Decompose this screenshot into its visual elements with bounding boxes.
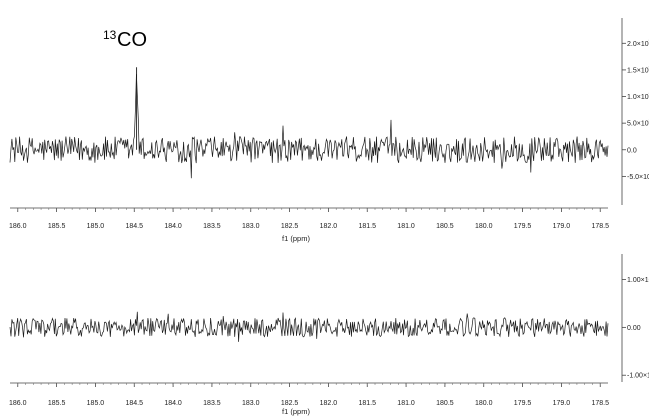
x-tick-label: 183.0 [242, 400, 260, 407]
title-isotope-superscript: 13 [103, 28, 117, 42]
x-tick-label: 184.0 [164, 400, 182, 407]
x-tick-label: 180.0 [475, 400, 493, 407]
y-tick-label: 1.5×109 [627, 65, 649, 74]
spectrum-panel-top: 186.0 185.5 185.0 184.5 184.0 183.5 183.0 182.5… [9, 18, 649, 230]
y-tick-label: 2.0×109 [627, 39, 649, 48]
spectrum-panel-bottom: 186.0 185.5 185.0 184.5 184.0 183.5 183.0 182.5… [9, 254, 649, 407]
x-tick-label: 184.5 [125, 223, 143, 230]
y-tick-label: 1.0×109 [627, 92, 649, 101]
x-tick-label: 184.0 [164, 223, 182, 230]
x-tick-label: 178.5 [591, 223, 609, 230]
x-tick-label: 185.5 [48, 223, 66, 230]
x-tick-label: 186.0 [9, 400, 27, 407]
x-tick-label: 182.0 [320, 400, 338, 407]
x-tick-label: 186.0 [9, 223, 27, 230]
x-tick-label: 182.0 [320, 223, 338, 230]
y-tick-label: 0.00 [627, 325, 641, 332]
y-tick-label: 5.0×108 [627, 119, 649, 128]
spectrum-trace [9, 311, 609, 342]
x-axis-label-top: f1 (ppm) [282, 234, 310, 243]
y-tick-label: -1.00×109 [627, 371, 649, 380]
title-molecule: CO [117, 29, 147, 51]
x-tick-label: 184.5 [125, 400, 143, 407]
x-tick-label: 185.0 [87, 223, 105, 230]
x-tick-label: 181.5 [358, 400, 376, 407]
x-tick-label: 183.5 [203, 223, 221, 230]
x-tick-label: 183.5 [203, 400, 221, 407]
spectrum-trace [9, 74, 609, 179]
x-tick-label: 179.5 [514, 400, 532, 407]
x-tick-label: 185.5 [48, 400, 66, 407]
x-tick-label: 179.0 [553, 400, 571, 407]
x-tick-label: 182.5 [281, 400, 299, 407]
x-tick-label: 179.0 [553, 223, 571, 230]
x-tick-label: 185.0 [87, 400, 105, 407]
y-tick-label: -5.0×108 [627, 172, 649, 181]
y-tick-label: 0.0 [627, 147, 637, 154]
x-tick-label: 181.0 [397, 400, 415, 407]
x-tick-label: 181.5 [358, 223, 376, 230]
x-tick-label: 181.0 [397, 223, 415, 230]
x-tick-label: 180.0 [475, 223, 493, 230]
y-tick-label: 1.00×109 [627, 275, 649, 284]
x-tick-label: 182.5 [281, 223, 299, 230]
x-axis-label-bottom: f1 (ppm) [282, 407, 310, 416]
x-tick-label: 178.5 [591, 400, 609, 407]
x-tick-label: 179.5 [514, 223, 532, 230]
x-tick-label: 180.5 [436, 400, 454, 407]
x-tick-label: 183.0 [242, 223, 260, 230]
x-tick-label: 180.5 [436, 223, 454, 230]
